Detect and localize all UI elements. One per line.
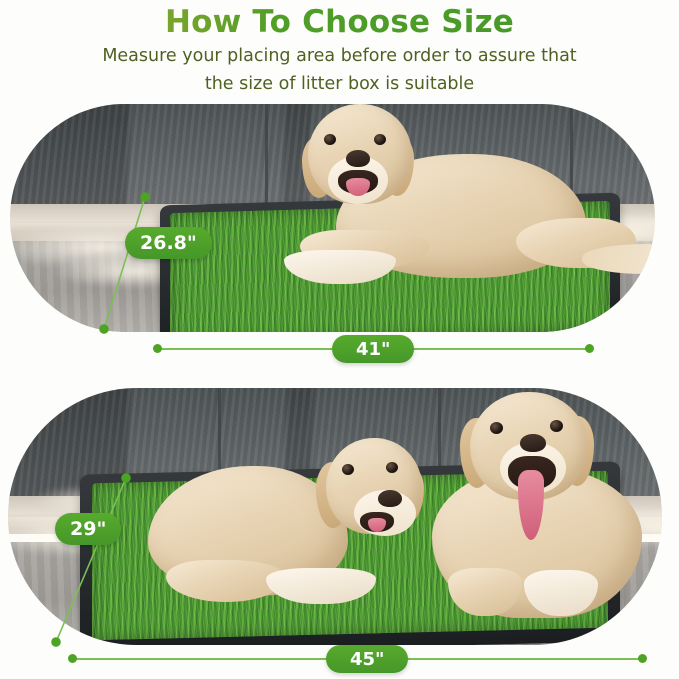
page-title: How To Choose Size: [0, 0, 679, 40]
product-photo-panel-1: 26.8": [10, 104, 655, 334]
height-label-2: 29": [55, 513, 122, 545]
width-label-2: 45": [326, 645, 409, 673]
dog-illustration-2: [138, 418, 458, 638]
header: How To Choose Size Measure your placing …: [0, 0, 679, 96]
dimension-line-height-1: [99, 192, 150, 334]
photo-2: [8, 388, 662, 645]
dimension-line-height-2: [51, 473, 131, 647]
width-label-1: 41": [332, 335, 415, 363]
subtitle-line-2: the size of litter box is suitable: [204, 74, 475, 94]
product-photo-panel-2: 29": [8, 388, 662, 647]
subtitle-line-1: Measure your placing area before order t…: [102, 46, 577, 66]
dog-illustration-1: [250, 104, 655, 332]
dog-illustration-3: [408, 388, 662, 645]
height-label-1: 26.8": [125, 227, 212, 259]
